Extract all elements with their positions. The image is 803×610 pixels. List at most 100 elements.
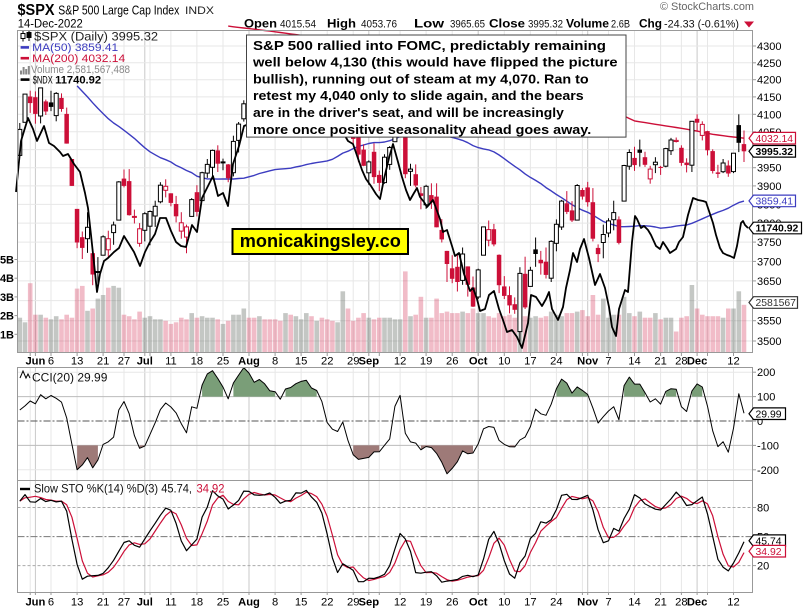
svg-text:8: 8 bbox=[272, 356, 278, 368]
svg-text:2.6B: 2.6B bbox=[611, 19, 630, 31]
svg-text:28: 28 bbox=[675, 597, 687, 609]
svg-text:22: 22 bbox=[321, 597, 333, 609]
svg-text:4015.54: 4015.54 bbox=[280, 19, 316, 31]
svg-text:200: 200 bbox=[757, 367, 775, 379]
svg-text:29: 29 bbox=[347, 597, 359, 609]
svg-text:15: 15 bbox=[295, 597, 307, 609]
svg-text:24: 24 bbox=[550, 597, 562, 609]
svg-text:Open: Open bbox=[244, 17, 277, 31]
svg-text:$SPX (Daily) 3995.32: $SPX (Daily) 3995.32 bbox=[34, 29, 158, 43]
svg-text:8: 8 bbox=[272, 597, 278, 609]
svg-text:26: 26 bbox=[446, 597, 458, 609]
svg-text:27: 27 bbox=[118, 356, 130, 368]
svg-text:4150: 4150 bbox=[757, 92, 781, 104]
svg-text:Close: Close bbox=[489, 17, 525, 31]
svg-text:10: 10 bbox=[498, 597, 510, 609]
svg-text:3500: 3500 bbox=[757, 336, 781, 348]
svg-text:7: 7 bbox=[605, 356, 611, 368]
svg-text:3950: 3950 bbox=[757, 163, 781, 175]
svg-text:retest my 4,040 only to slide: retest my 4,040 only to slide again, and… bbox=[253, 88, 584, 103]
svg-text:80: 80 bbox=[757, 503, 769, 515]
svg-text:22: 22 bbox=[321, 356, 333, 368]
svg-text:Slow STO %K(14) %D(3) 45.74,: Slow STO %K(14) %D(3) 45.74, bbox=[34, 483, 192, 496]
svg-text:1B: 1B bbox=[0, 329, 14, 341]
svg-text:45.74: 45.74 bbox=[756, 536, 782, 547]
svg-text:CCI(20) 29.99: CCI(20) 29.99 bbox=[32, 371, 108, 385]
svg-text:S&P 500 rallied into FOMC, pre: S&P 500 rallied into FOMC, predictably r… bbox=[253, 38, 606, 53]
svg-text:34.92: 34.92 bbox=[197, 483, 225, 496]
svg-text:17: 17 bbox=[524, 597, 536, 609]
svg-text:27: 27 bbox=[118, 597, 130, 609]
svg-text:Jun: Jun bbox=[25, 597, 45, 609]
svg-text:4200: 4200 bbox=[757, 75, 781, 87]
svg-text:12: 12 bbox=[394, 356, 406, 368]
svg-text:19: 19 bbox=[420, 356, 432, 368]
svg-text:11: 11 bbox=[165, 356, 177, 368]
svg-text:monicakingsley.co: monicakingsley.co bbox=[240, 230, 401, 251]
svg-text:14-Dec-2022: 14-Dec-2022 bbox=[18, 17, 83, 31]
svg-text:10: 10 bbox=[498, 356, 510, 368]
svg-text:3900: 3900 bbox=[757, 181, 781, 193]
svg-text:25: 25 bbox=[217, 597, 229, 609]
svg-text:Dec: Dec bbox=[687, 597, 708, 609]
svg-text:11: 11 bbox=[165, 597, 177, 609]
svg-text:Sep: Sep bbox=[359, 356, 380, 368]
svg-text:34.92: 34.92 bbox=[756, 547, 782, 558]
svg-text:Jul: Jul bbox=[137, 356, 153, 368]
svg-text:20: 20 bbox=[757, 561, 769, 573]
svg-text:13: 13 bbox=[71, 356, 83, 368]
svg-text:Sep: Sep bbox=[359, 597, 380, 609]
svg-text:25: 25 bbox=[217, 356, 229, 368]
svg-text:18: 18 bbox=[191, 356, 203, 368]
svg-text:4100: 4100 bbox=[757, 109, 781, 121]
svg-text:Aug: Aug bbox=[238, 356, 260, 368]
svg-text:Oct: Oct bbox=[469, 597, 488, 609]
svg-text:3965.65: 3965.65 bbox=[450, 19, 485, 31]
svg-text:13: 13 bbox=[71, 597, 83, 609]
svg-text:Chg: Chg bbox=[639, 17, 662, 31]
svg-text:24: 24 bbox=[550, 356, 562, 368]
svg-text:Jun: Jun bbox=[25, 356, 45, 368]
svg-text:-100: -100 bbox=[757, 440, 779, 452]
svg-text:are in the driver's seat, and: are in the driver's seat, and will be in… bbox=[253, 105, 564, 120]
svg-text:0: 0 bbox=[757, 416, 763, 428]
svg-text:INDX: INDX bbox=[185, 5, 215, 17]
svg-text:17: 17 bbox=[524, 356, 536, 368]
svg-text:12: 12 bbox=[727, 597, 739, 609]
svg-text:4300: 4300 bbox=[757, 41, 781, 53]
svg-text:Low: Low bbox=[414, 17, 445, 31]
svg-text:14: 14 bbox=[628, 356, 640, 368]
svg-text:2581567: 2581567 bbox=[756, 298, 797, 309]
svg-text:26: 26 bbox=[446, 356, 458, 368]
svg-text:7: 7 bbox=[605, 597, 611, 609]
svg-text:3550: 3550 bbox=[757, 316, 781, 328]
svg-text:-200: -200 bbox=[757, 465, 779, 477]
svg-text:well below 4,130 (this would h: well below 4,130 (this would have flippe… bbox=[252, 55, 618, 70]
svg-text:28: 28 bbox=[675, 356, 687, 368]
svg-text:High: High bbox=[327, 17, 356, 31]
svg-text:3650: 3650 bbox=[757, 276, 781, 288]
svg-text:3700: 3700 bbox=[757, 256, 781, 268]
svg-text:Volume: Volume bbox=[566, 17, 609, 31]
svg-text:6: 6 bbox=[48, 597, 54, 609]
svg-text:Nov: Nov bbox=[577, 597, 599, 609]
svg-text:21: 21 bbox=[654, 356, 666, 368]
svg-text:more once positive seasonality: more once positive seasonality ahead goe… bbox=[253, 122, 591, 137]
svg-text:18: 18 bbox=[191, 597, 203, 609]
svg-text:3B: 3B bbox=[0, 292, 14, 304]
svg-text:$SPX: $SPX bbox=[18, 2, 55, 19]
svg-text:29.99: 29.99 bbox=[756, 409, 782, 420]
svg-text:11740.92: 11740.92 bbox=[55, 75, 101, 87]
svg-text:3995.32: 3995.32 bbox=[756, 147, 794, 158]
svg-text:MA(50) 3859.41: MA(50) 3859.41 bbox=[32, 42, 118, 54]
svg-text:Volume 2,581,567,488: Volume 2,581,567,488 bbox=[31, 64, 130, 76]
svg-text:$NDX: $NDX bbox=[33, 75, 53, 87]
svg-text:100: 100 bbox=[757, 392, 775, 404]
svg-text:Jul: Jul bbox=[137, 597, 153, 609]
svg-text:21: 21 bbox=[654, 597, 666, 609]
svg-text:MA(200) 4032.14: MA(200) 4032.14 bbox=[32, 53, 125, 65]
svg-text:Nov: Nov bbox=[577, 356, 599, 368]
svg-text:S&P 500 Large Cap Index: S&P 500 Large Cap Index bbox=[58, 4, 180, 18]
svg-text:19: 19 bbox=[420, 597, 432, 609]
svg-text:Dec: Dec bbox=[687, 356, 708, 368]
